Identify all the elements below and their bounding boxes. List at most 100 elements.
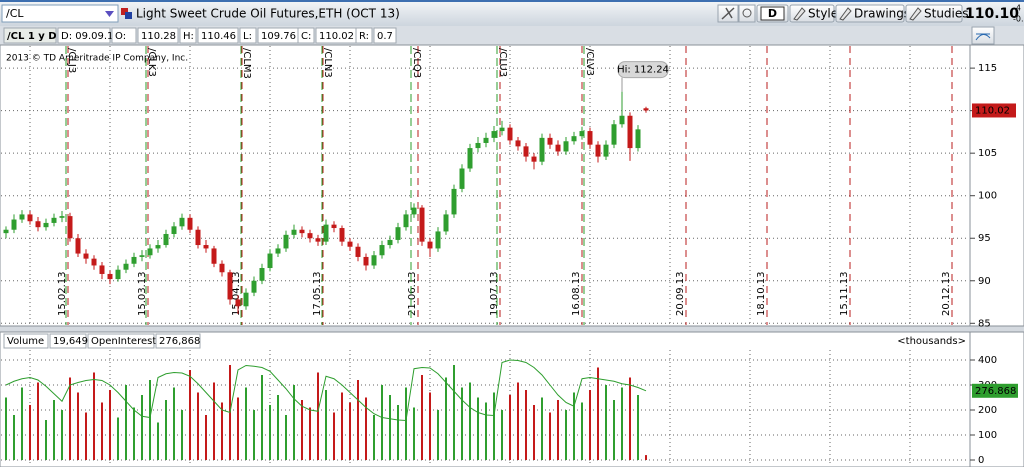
symbol-dropdown[interactable] [105, 11, 114, 17]
candle-body [315, 238, 321, 242]
volume-bar [549, 412, 551, 460]
volume-bar [485, 402, 487, 460]
contract-label: /CLM3 [241, 48, 252, 79]
symbol-input[interactable] [1, 4, 119, 23]
y-tick-label: 100 [978, 191, 997, 202]
volume-bar [637, 395, 639, 460]
candle-body [443, 214, 449, 232]
candle-body [83, 253, 89, 259]
button-label[interactable]: Drawings [854, 7, 910, 21]
legend-cell [49, 333, 87, 349]
candle-body [531, 156, 537, 162]
legend-cell [155, 333, 201, 349]
volume-bar [181, 410, 183, 460]
volume-bar [101, 402, 103, 460]
candle-body [411, 207, 417, 215]
candle-body [427, 241, 433, 249]
symbol-icon [121, 8, 128, 15]
candle-body [91, 258, 97, 266]
candle-body [611, 124, 617, 145]
info-cell [3, 27, 57, 44]
y-tick-label: 85 [978, 318, 991, 329]
candle-body [323, 224, 329, 242]
volume-bar [269, 405, 271, 460]
price-badge-label: 110.02 [975, 105, 1010, 116]
candle-body [35, 221, 41, 228]
info-text: 110.46 [201, 31, 236, 42]
date-label: 20.12.13 [941, 271, 952, 316]
y-tick-label: 200 [978, 405, 997, 416]
toolbar-button[interactable] [835, 4, 905, 23]
legend-cell [3, 333, 49, 349]
candle-body [587, 131, 593, 145]
info-text: 110.02 [319, 31, 354, 42]
percent-change: -0.3 [1013, 15, 1024, 24]
volume-bar [93, 372, 95, 460]
volume-bar [589, 390, 591, 460]
candle-body [539, 137, 545, 162]
volume-bar [341, 392, 343, 460]
info-cell [239, 27, 257, 44]
volume-bar [77, 392, 79, 460]
volume-bar [29, 405, 31, 460]
button-label[interactable]: D [768, 7, 777, 20]
button-label[interactable]: Style [808, 7, 838, 21]
contract-label: /CLQ3 [411, 48, 422, 78]
last-price: 110.10 [965, 6, 1019, 22]
window-border [0, 0, 1024, 2]
candle-body [499, 127, 505, 132]
volume-bar [37, 382, 39, 460]
volume-bar [205, 415, 207, 460]
candle-body [251, 280, 257, 293]
button-label[interactable]: Studies [924, 7, 969, 21]
volume-bar [69, 377, 71, 460]
candle-body [155, 245, 161, 249]
volume-bar [261, 375, 263, 460]
candle-body [195, 229, 201, 246]
volume-bar [21, 387, 23, 460]
volume-bar [421, 375, 423, 460]
volume-bar [541, 397, 543, 460]
contract-label: /CLU3 [497, 48, 508, 77]
settings-button[interactable] [971, 26, 995, 45]
candle-body [275, 248, 281, 254]
candle-body [483, 137, 489, 143]
volume-bar [357, 380, 359, 460]
info-text: R: [359, 31, 369, 42]
volume-bar [365, 397, 367, 460]
volume-bar [381, 385, 383, 460]
info-text: 0.7 [377, 31, 393, 42]
volume-bar [613, 400, 615, 460]
candle-body [131, 256, 137, 264]
volume-bar [309, 407, 311, 460]
symbol[interactable]: /CL [6, 7, 24, 20]
candle-body [331, 224, 337, 229]
info-text: O: [115, 31, 126, 42]
candle-body [171, 226, 177, 234]
candle-body [75, 238, 81, 254]
info-cell [373, 27, 397, 44]
candle-body [363, 256, 369, 266]
toolbar-button[interactable] [905, 4, 963, 23]
volume-bar [301, 400, 303, 460]
candle-body [347, 241, 353, 247]
volume-bar [149, 380, 151, 460]
info-text: 109.76 [261, 31, 296, 42]
candle-body [643, 108, 649, 111]
candle-body [11, 219, 17, 230]
volume-bar [53, 400, 55, 460]
volume-bar [429, 392, 431, 460]
volume-bar [293, 385, 295, 460]
candle-body [571, 136, 577, 142]
candle-body [107, 273, 113, 280]
candle-body [475, 142, 481, 149]
candle-body [43, 222, 49, 228]
date-label: 15.02.13 [57, 271, 68, 316]
volume-bar [165, 400, 167, 460]
tool-button[interactable] [738, 4, 756, 23]
copyright: 2013 © TD Ameritrade IP Company, Inc. [6, 54, 188, 64]
net-change: -4 [1013, 4, 1021, 13]
candle-body [27, 214, 33, 222]
oi-badge-label: 276.868 [975, 386, 1016, 397]
